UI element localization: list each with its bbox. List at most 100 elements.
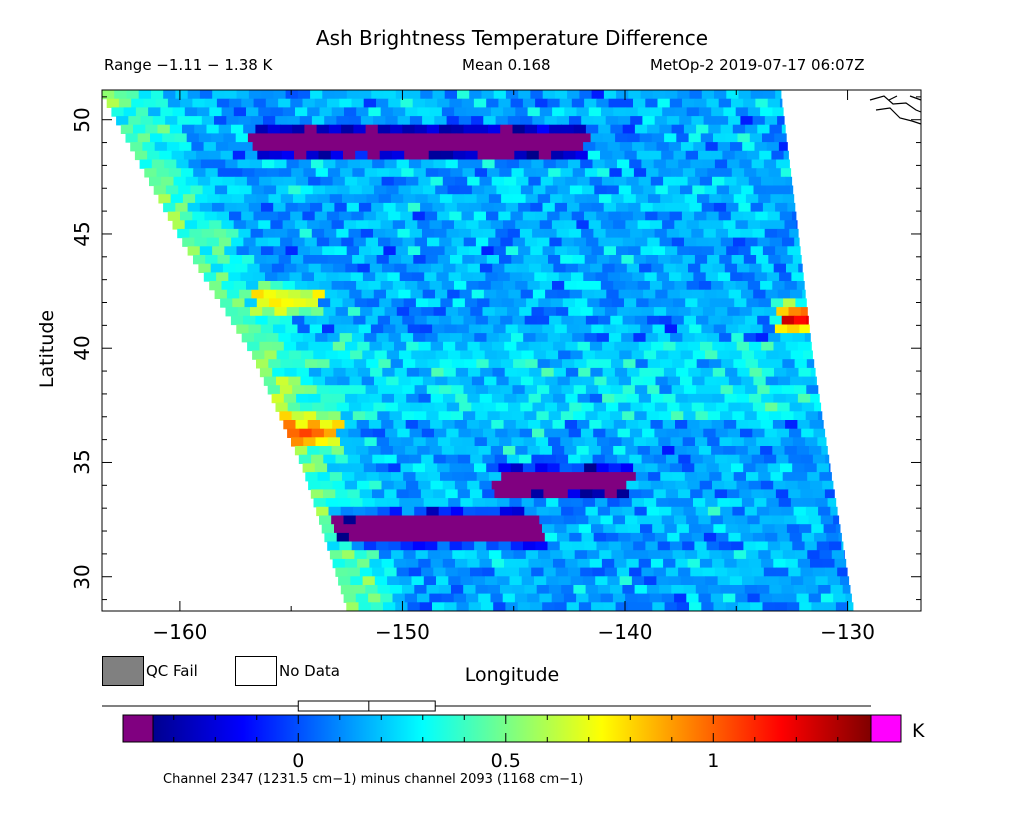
heatmap-cell bbox=[277, 142, 290, 152]
heatmap-cell bbox=[732, 124, 746, 134]
heatmap-cell bbox=[226, 289, 240, 299]
heatmap-cell bbox=[611, 298, 625, 308]
heatmap-cell bbox=[565, 341, 579, 352]
heatmap-cell bbox=[594, 376, 608, 386]
heatmap-cell bbox=[582, 185, 595, 195]
heatmap-cell bbox=[735, 515, 748, 525]
heatmap-cell bbox=[365, 385, 379, 395]
heatmap-cell bbox=[532, 289, 546, 299]
heatmap-cell bbox=[671, 585, 685, 595]
heatmap-cell bbox=[834, 558, 847, 569]
heatmap-cell bbox=[255, 124, 269, 134]
heatmap-cell bbox=[325, 376, 338, 386]
heatmap-cell bbox=[533, 498, 547, 508]
heatmap-cell bbox=[706, 333, 720, 343]
heatmap-cell bbox=[751, 159, 765, 169]
heatmap-cell bbox=[620, 541, 634, 551]
heatmap-cell bbox=[432, 246, 446, 256]
heatmap-cell bbox=[609, 255, 622, 265]
heatmap-cell bbox=[632, 142, 645, 152]
heatmap-cell bbox=[775, 90, 782, 100]
heatmap-cell bbox=[417, 446, 431, 456]
heatmap-cell bbox=[180, 98, 193, 108]
heatmap-cell bbox=[585, 585, 599, 595]
heatmap-cell bbox=[494, 454, 508, 464]
heatmap-cell bbox=[193, 168, 206, 178]
heatmap-cell bbox=[215, 142, 229, 152]
heatmap-cell bbox=[743, 437, 757, 447]
heatmap-cell bbox=[346, 202, 360, 213]
heatmap-cell bbox=[573, 124, 587, 134]
heatmap-cell bbox=[599, 298, 613, 308]
heatmap-cell bbox=[729, 576, 743, 586]
heatmap-cell bbox=[327, 463, 340, 473]
heatmap-cell bbox=[370, 133, 384, 143]
heatmap-cell bbox=[585, 124, 599, 134]
heatmap-cell bbox=[351, 211, 365, 221]
heatmap-cell bbox=[353, 385, 367, 395]
heatmap-cell bbox=[592, 567, 606, 577]
heatmap-cell bbox=[393, 176, 407, 187]
heatmap-cell bbox=[500, 315, 513, 326]
heatmap-cell bbox=[326, 272, 339, 282]
heatmap-cell bbox=[652, 246, 666, 256]
heatmap-cell bbox=[682, 255, 696, 265]
heatmap-cell bbox=[341, 124, 354, 134]
heatmap-cell bbox=[781, 411, 794, 421]
heatmap-cell bbox=[283, 341, 297, 352]
heatmap-cell bbox=[456, 602, 470, 611]
heatmap-cell bbox=[769, 124, 783, 134]
heatmap-cell bbox=[717, 272, 731, 282]
heatmap-cell bbox=[676, 367, 689, 378]
heatmap-cell bbox=[755, 98, 769, 108]
heatmap-cell bbox=[736, 341, 750, 352]
heatmap-cell bbox=[452, 472, 465, 482]
satellite-time-text: MetOp-2 2019-07-17 06:07Z bbox=[650, 56, 865, 74]
heatmap-cell bbox=[588, 281, 602, 291]
heatmap-cell bbox=[453, 150, 466, 161]
heatmap-cell bbox=[261, 246, 274, 256]
heatmap-cell bbox=[494, 159, 508, 169]
heatmap-cell bbox=[656, 272, 670, 282]
heatmap-cell bbox=[569, 185, 583, 195]
heatmap-cell bbox=[554, 246, 568, 256]
heatmap-cell bbox=[663, 558, 676, 569]
heatmap-cell bbox=[560, 255, 573, 265]
heatmap-cell bbox=[597, 506, 611, 517]
heatmap-cell bbox=[421, 307, 435, 317]
heatmap-cell bbox=[738, 90, 752, 100]
heatmap-cell bbox=[714, 90, 727, 100]
heatmap-cell bbox=[407, 324, 421, 334]
heatmap-cell bbox=[258, 281, 271, 291]
heatmap-cell bbox=[792, 211, 797, 221]
heatmap-cell bbox=[478, 107, 492, 117]
heatmap-cell bbox=[402, 237, 416, 247]
heatmap-cell bbox=[796, 446, 810, 456]
heatmap-cell bbox=[198, 263, 212, 273]
heatmap-cell bbox=[259, 263, 273, 273]
heatmap-cell bbox=[357, 176, 370, 187]
heatmap-cell bbox=[683, 315, 697, 326]
heatmap-cell bbox=[297, 202, 311, 213]
heatmap-cell bbox=[374, 376, 387, 386]
heatmap-cell bbox=[603, 246, 617, 256]
heatmap-cell bbox=[440, 472, 453, 482]
heatmap-cell bbox=[526, 298, 539, 308]
heatmap-cell bbox=[621, 168, 635, 178]
heatmap-cell bbox=[508, 185, 522, 195]
heatmap-cell bbox=[543, 567, 557, 577]
heatmap-cell bbox=[810, 393, 820, 404]
distribution-boxplot bbox=[102, 700, 871, 712]
heatmap-cell bbox=[445, 567, 459, 577]
heatmap-cell bbox=[628, 246, 641, 256]
heatmap-cell bbox=[550, 194, 563, 204]
heatmap-cell bbox=[411, 142, 425, 152]
heatmap-cell bbox=[580, 428, 594, 438]
heatmap-cell bbox=[485, 142, 498, 152]
heatmap-cell bbox=[615, 133, 628, 143]
heatmap-cell bbox=[536, 411, 550, 421]
heatmap-cell bbox=[489, 298, 503, 308]
heatmap-cell bbox=[411, 498, 425, 508]
heatmap-cell bbox=[826, 611, 839, 620]
heatmap-cell bbox=[528, 420, 541, 430]
